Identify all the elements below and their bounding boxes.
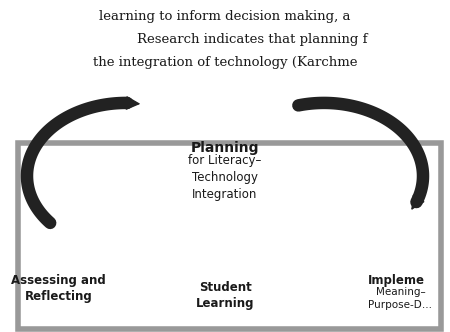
Text: Planning: Planning (191, 141, 259, 155)
FancyBboxPatch shape (18, 143, 441, 329)
Text: Student
Learning: Student Learning (196, 281, 254, 309)
Text: Assessing and
Reflecting: Assessing and Reflecting (11, 274, 106, 303)
Text: the integration of technology (Karchme: the integration of technology (Karchme (93, 56, 357, 69)
Text: Meaning–
Purpose-D…: Meaning– Purpose-D… (369, 287, 432, 309)
Text: learning to inform decision making, a: learning to inform decision making, a (99, 10, 351, 23)
Text: Impleme: Impleme (368, 274, 424, 287)
Text: for Literacy–
Technology
Integration: for Literacy– Technology Integration (188, 154, 262, 202)
Text: Research indicates that planning f: Research indicates that planning f (137, 33, 367, 46)
